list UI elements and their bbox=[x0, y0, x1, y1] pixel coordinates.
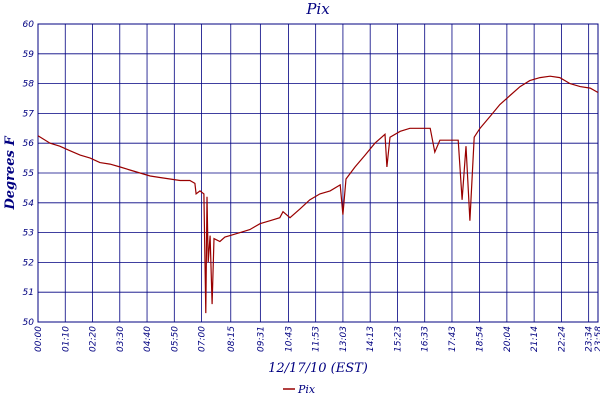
x-tick-label: 08:15 bbox=[227, 326, 237, 352]
y-tick-label: 55 bbox=[23, 169, 35, 179]
x-tick-label: 14:13 bbox=[366, 326, 376, 352]
x-tick-label: 00:00 bbox=[34, 326, 44, 352]
plot-border bbox=[37, 23, 599, 323]
x-tick-label: 23:58 bbox=[594, 326, 600, 352]
legend-label: Pix bbox=[297, 383, 316, 396]
y-tick-label: 54 bbox=[23, 199, 35, 209]
x-tick-label: 13:03 bbox=[339, 326, 349, 352]
y-tick-label: 58 bbox=[23, 80, 35, 90]
y-tick-label: 52 bbox=[23, 258, 35, 268]
x-tick-label: 02:20 bbox=[89, 326, 99, 352]
x-tick-label: 23:34 bbox=[585, 326, 595, 352]
x-tick-label: 04:40 bbox=[143, 326, 153, 352]
x-tick-label: 16:33 bbox=[421, 326, 431, 352]
x-tick-label: 05:50 bbox=[170, 326, 180, 352]
x-axis-label: 12/17/10 (EST) bbox=[268, 361, 368, 376]
x-tick-label: 20:04 bbox=[503, 326, 513, 352]
y-tick-label: 51 bbox=[23, 288, 34, 298]
y-tick-label: 53 bbox=[23, 229, 35, 239]
x-tick-label: 15:23 bbox=[393, 326, 403, 352]
chart-title: Pix bbox=[305, 0, 330, 18]
x-tick-label: 18:54 bbox=[476, 326, 486, 352]
x-tick-label: 11:53 bbox=[312, 326, 322, 352]
x-tick-label: 09:31 bbox=[256, 326, 266, 352]
y-tick-label: 57 bbox=[23, 109, 35, 119]
y-tick-label: 60 bbox=[23, 20, 35, 30]
x-tick-label: 07:00 bbox=[198, 326, 208, 352]
y-tick-label: 56 bbox=[23, 139, 35, 149]
x-tick-label: 21:14 bbox=[530, 326, 540, 352]
x-tick-label: 22:24 bbox=[557, 326, 567, 352]
y-tick-label: 50 bbox=[23, 318, 35, 328]
x-tick-label: 17:43 bbox=[448, 326, 458, 352]
x-tick-label: 03:30 bbox=[116, 326, 126, 352]
y-axis-label: Degrees F bbox=[3, 136, 18, 211]
x-tick-label: 10:43 bbox=[284, 326, 294, 352]
line bbox=[37, 75, 599, 314]
x-tick-label: 01:10 bbox=[61, 326, 71, 352]
y-tick-label: 59 bbox=[23, 50, 35, 60]
